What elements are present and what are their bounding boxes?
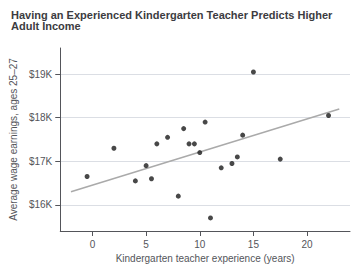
svg-text:$18K: $18K: [29, 112, 53, 123]
svg-text:20: 20: [302, 239, 314, 250]
svg-text:10: 10: [194, 239, 206, 250]
svg-text:Adult Income: Adult Income: [11, 20, 81, 32]
svg-text:$16K: $16K: [29, 199, 53, 210]
svg-text:15: 15: [248, 239, 260, 250]
svg-text:$19K: $19K: [29, 69, 53, 80]
svg-text:Having an Experienced Kinderga: Having an Experienced Kindergarten Teach…: [11, 8, 336, 21]
svg-text:5: 5: [143, 239, 149, 250]
svg-text:Kindergarten teacher experienc: Kindergarten teacher experience (years): [116, 253, 295, 264]
svg-text:$17K: $17K: [29, 156, 53, 167]
svg-text:0: 0: [90, 239, 96, 250]
svg-text:Average wage earnings, ages 25: Average wage earnings, ages 25–27: [8, 58, 19, 221]
